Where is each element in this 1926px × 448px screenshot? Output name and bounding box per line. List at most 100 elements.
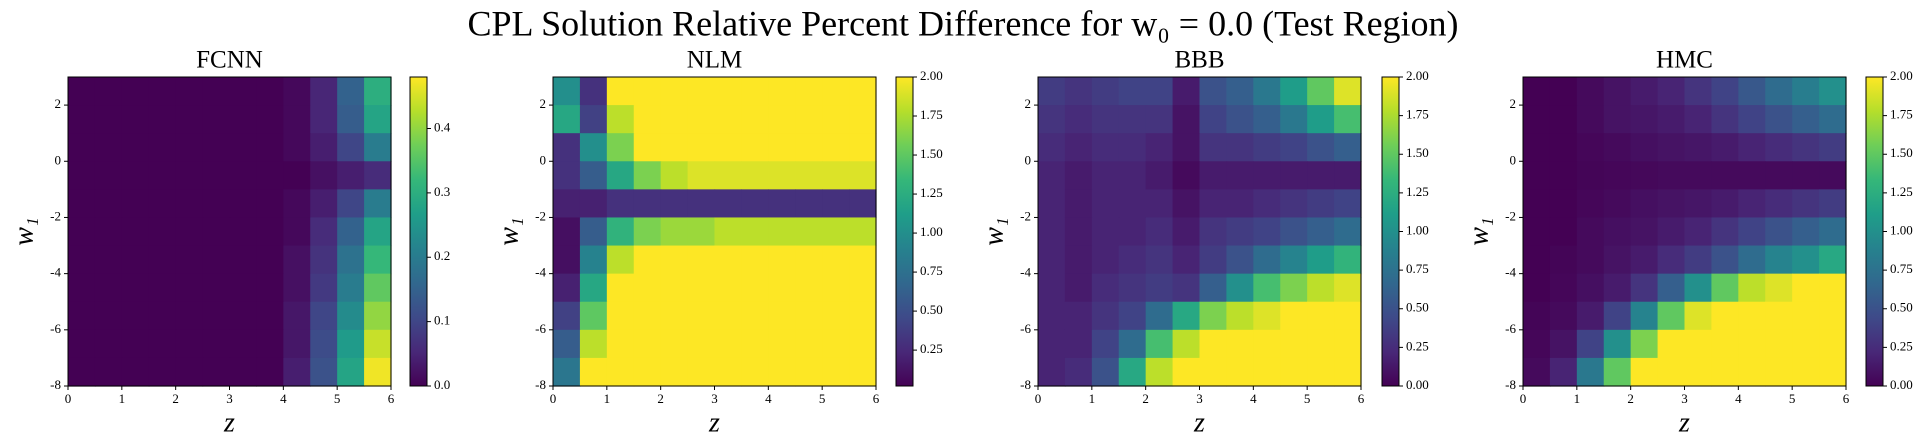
- heatmap-cell: [822, 105, 850, 134]
- heatmap-cell: [553, 161, 581, 190]
- heatmap-cell: [687, 77, 716, 106]
- heatmap-cell: [68, 273, 96, 303]
- heatmap-cell: [606, 161, 635, 190]
- heatmap-cell: [1576, 245, 1605, 275]
- heatmap-cell: [364, 217, 392, 247]
- colorbar-tick-label: 1.50: [1406, 145, 1429, 160]
- x-tick-label: 2: [657, 391, 664, 406]
- heatmap-cell: [1603, 217, 1632, 247]
- heatmap-cell: [229, 301, 258, 331]
- heatmap-cell: [283, 273, 311, 303]
- heatmap-cell: [633, 77, 662, 106]
- heatmap-cell: [229, 329, 258, 359]
- heatmap-cell: [768, 273, 796, 303]
- heatmap-cell: [1253, 189, 1281, 219]
- heatmap-cell: [202, 105, 231, 134]
- heatmap-cell: [553, 357, 581, 387]
- heatmap-cell: [364, 133, 392, 162]
- heatmap-cell: [741, 77, 769, 106]
- heatmap-cell: [202, 245, 231, 275]
- colorbar-tick-label: 0.25: [1406, 338, 1429, 353]
- colorbar-tick-label: 0.50: [1890, 300, 1913, 315]
- heatmap-cell: [1091, 245, 1120, 275]
- heatmap-cell: [1523, 105, 1551, 134]
- heatmap-cell: [148, 77, 177, 106]
- heatmap-cell: [1523, 133, 1551, 162]
- y-tick-label: 2: [540, 96, 547, 111]
- heatmap-cell: [229, 357, 258, 387]
- heatmap-cell: [1064, 329, 1093, 359]
- heatmap-cell: [1226, 273, 1254, 303]
- heatmap-cell: [1253, 161, 1281, 190]
- heatmap-cell: [1738, 161, 1766, 190]
- heatmap-cell: [553, 217, 581, 247]
- heatmap-cell: [1738, 357, 1766, 387]
- heatmap-cell: [579, 301, 608, 331]
- heatmap-cell: [687, 189, 716, 219]
- heatmap-cell: [1118, 245, 1147, 275]
- heatmap-cell: [68, 133, 96, 162]
- heatmap-cell: [741, 357, 769, 387]
- heatmap-cell: [1334, 301, 1362, 331]
- x-tick-label: 3: [226, 391, 233, 406]
- heatmap-cell: [822, 77, 850, 106]
- heatmap-cell: [1172, 357, 1201, 387]
- heatmap-cell: [660, 329, 689, 359]
- heatmap-cell: [822, 273, 850, 303]
- heatmap-cell: [337, 189, 365, 219]
- heatmap-cell: [1711, 133, 1739, 162]
- heatmap-cell: [714, 245, 743, 275]
- heatmap-cell: [121, 329, 150, 359]
- heatmap-cell: [1199, 217, 1228, 247]
- colorbar-tick-label: 0.2: [434, 248, 450, 263]
- heatmap-cell: [633, 217, 662, 247]
- heatmap-cell: [94, 301, 123, 331]
- heatmap-cell: [1792, 329, 1820, 359]
- heatmap-cell: [741, 329, 769, 359]
- heatmap-cell: [175, 273, 204, 303]
- heatmap-cell: [714, 217, 743, 247]
- heatmap-cell: [175, 217, 204, 247]
- heatmap-cell: [1576, 357, 1605, 387]
- heatmap-cell: [256, 357, 284, 387]
- heatmap-cell: [768, 301, 796, 331]
- y-tick-label: -4: [535, 265, 546, 280]
- heatmap-cell: [1172, 161, 1201, 190]
- heatmap-cell: [579, 189, 608, 219]
- heatmap-cell: [660, 245, 689, 275]
- heatmap-cell: [579, 133, 608, 162]
- heatmap-cell: [256, 329, 284, 359]
- heatmap-cell: [1091, 77, 1120, 106]
- y-tick-label: -6: [1505, 321, 1516, 336]
- heatmap-cell: [1549, 217, 1578, 247]
- heatmap-cell: [633, 105, 662, 134]
- heatmap-cell: [553, 189, 581, 219]
- heatmap-cell: [1226, 161, 1254, 190]
- heatmap-cell: [1226, 329, 1254, 359]
- colorbar-tick-label: 0.0: [434, 377, 450, 392]
- heatmap-cell: [1226, 77, 1254, 106]
- heatmap-cell: [337, 133, 365, 162]
- heatmap-cell: [1711, 77, 1739, 106]
- heatmap-cell: [1603, 105, 1632, 134]
- heatmap-cell: [1549, 189, 1578, 219]
- heatmap-cell: [579, 217, 608, 247]
- heatmap-cell: [1280, 189, 1308, 219]
- heatmap-cell: [660, 357, 689, 387]
- y-tick-label: 0: [540, 152, 547, 167]
- x-tick-label: 4: [1735, 391, 1742, 406]
- heatmap-cell: [337, 245, 365, 275]
- heatmap-cell: [1038, 217, 1066, 247]
- heatmap-cell: [256, 77, 284, 106]
- heatmap-cell: [1576, 133, 1605, 162]
- heatmap-cell: [687, 217, 716, 247]
- y-tick-label: -2: [1020, 208, 1031, 223]
- heatmap-cell: [1630, 105, 1659, 134]
- heatmap-cell: [1657, 133, 1686, 162]
- heatmap-cell: [606, 357, 635, 387]
- heatmap-cell: [741, 161, 769, 190]
- heatmap-cell: [1118, 217, 1147, 247]
- x-tick-label: 1: [1574, 391, 1581, 406]
- heatmap-cell: [1199, 273, 1228, 303]
- heatmap-cell: [229, 245, 258, 275]
